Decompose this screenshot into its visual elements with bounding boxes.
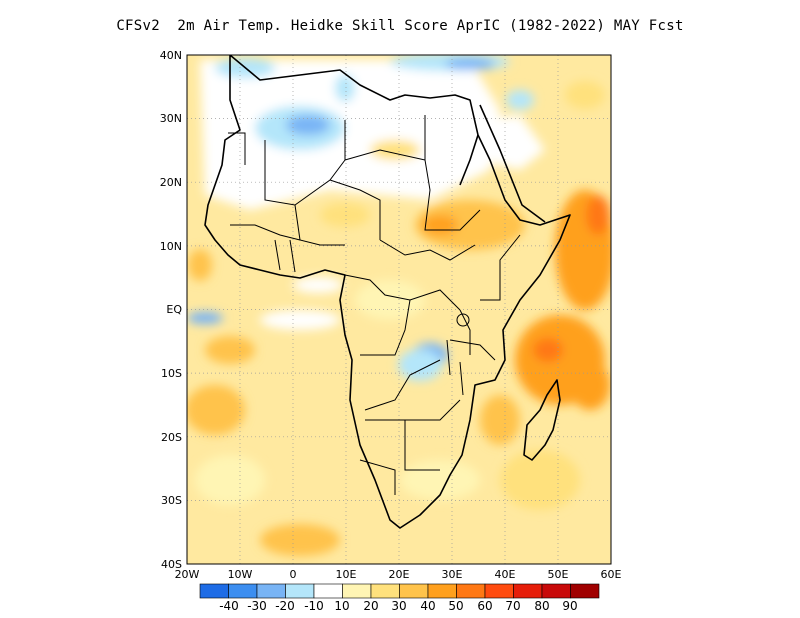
country-borders <box>228 115 521 495</box>
legend-swatch <box>370 583 400 599</box>
legend-swatch <box>541 583 571 599</box>
legend-label: 70 <box>505 599 520 613</box>
legend-swatch <box>256 583 286 599</box>
lat-label: 20N <box>160 176 182 189</box>
legend-label: 30 <box>391 599 406 613</box>
lat-label: EQ <box>166 303 182 316</box>
lat-label: 10N <box>160 240 182 253</box>
legend-swatch <box>199 583 229 599</box>
lat-label: 30S <box>161 494 182 507</box>
legend-label: 50 <box>448 599 463 613</box>
lat-label: 40N <box>160 49 182 62</box>
lon-label: 50E <box>548 568 569 581</box>
legend-label: -10 <box>304 599 324 613</box>
legend-swatch <box>570 583 600 599</box>
lon-label: 30E <box>442 568 463 581</box>
map-title: CFSv2 2m Air Temp. Heidke Skill Score Ap… <box>116 18 684 34</box>
lon-label: 10E <box>336 568 357 581</box>
legend-label: 90 <box>562 599 577 613</box>
lat-label: 30N <box>160 112 182 125</box>
legend-swatch <box>342 583 372 599</box>
legend-swatch <box>427 583 457 599</box>
legend-label: 20 <box>363 599 378 613</box>
lat-label: 40S <box>161 558 182 571</box>
lon-label: 40E <box>495 568 516 581</box>
legend-label: 40 <box>420 599 435 613</box>
color-legend-labels: -40 -30 -20 -10 10 20 30 40 50 60 70 80 … <box>219 599 577 613</box>
legend-label: 80 <box>534 599 549 613</box>
lon-label: 60E <box>601 568 622 581</box>
legend-swatch <box>513 583 543 599</box>
legend-swatch <box>484 583 514 599</box>
legend-label: -40 <box>219 599 239 613</box>
color-legend <box>199 583 600 599</box>
longitude-axis: 20W 10W 0 10E 20E 30E 40E 50E 60E <box>175 568 622 581</box>
legend-label: 10 <box>334 599 349 613</box>
lakes <box>446 313 470 396</box>
legend-swatch <box>313 583 343 599</box>
legend-label: 60 <box>477 599 492 613</box>
skill-field <box>187 55 611 564</box>
lon-label: 20E <box>389 568 410 581</box>
coastlines <box>204 55 571 529</box>
legend-label: -30 <box>247 599 267 613</box>
legend-swatch <box>399 583 429 599</box>
latitude-axis: 40N 30N 20N 10N EQ 10S 20S 30S 40S <box>160 49 183 571</box>
legend-swatch <box>456 583 486 599</box>
legend-label: -20 <box>275 599 295 613</box>
lon-label: 0 <box>290 568 297 581</box>
plot-frame <box>186 54 612 565</box>
legend-swatch <box>285 583 315 599</box>
legend-swatch <box>228 583 258 599</box>
graticule <box>187 55 611 564</box>
lon-label: 20W <box>175 568 200 581</box>
lat-label: 20S <box>161 431 182 444</box>
lat-label: 10S <box>161 367 182 380</box>
lon-label: 10W <box>228 568 253 581</box>
